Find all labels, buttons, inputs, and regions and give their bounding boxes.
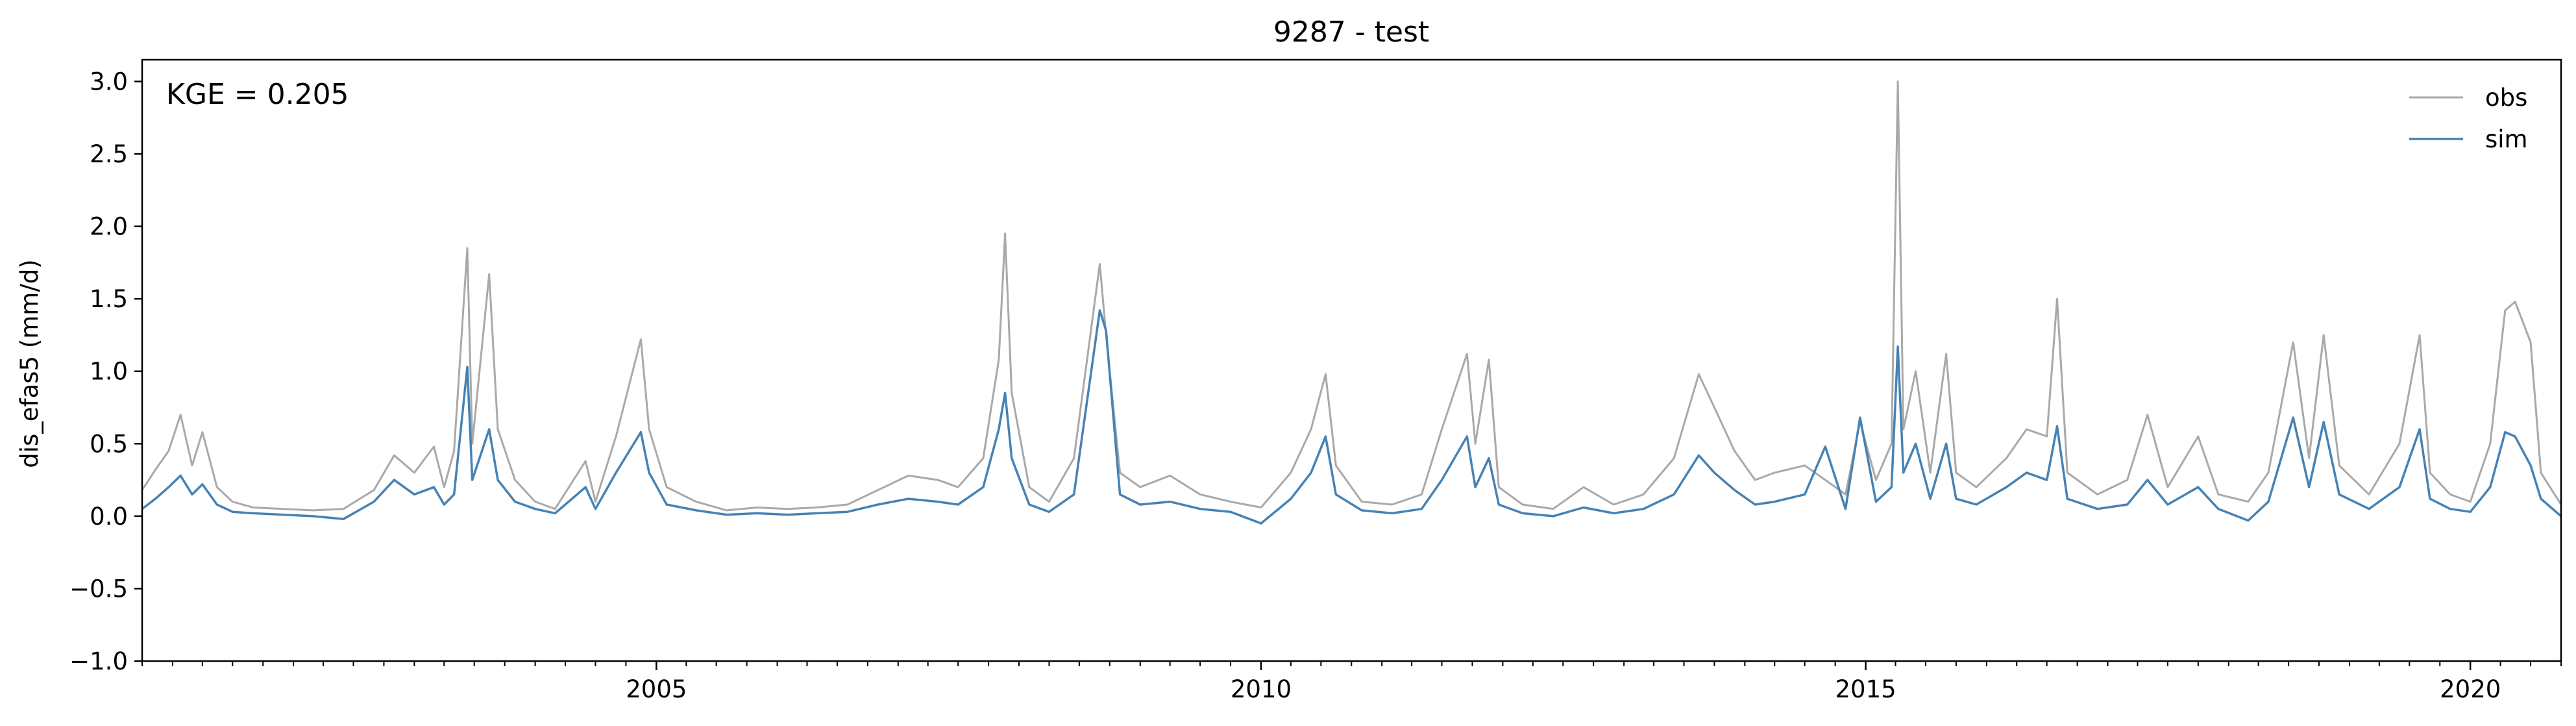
y-tick-label: −1.0 [69,647,128,675]
y-tick-label: 1.0 [90,358,128,386]
y-tick-label: 2.0 [90,213,128,241]
y-tick-label: 3.0 [90,68,128,95]
chart-title: 9287 - test [1273,16,1429,49]
series-line-sim [142,309,2561,525]
legend-label-sim: sim [2485,125,2528,153]
series-line-obs [142,81,2561,512]
x-tick-label: 2010 [1231,675,1292,703]
y-axis: 3.0 2.5 2.0 1.5 1.0 0.5 0.0 −0.5 −1.0 [69,68,142,675]
kge-annotation: KGE = 0.205 [166,78,349,111]
y-axis-title: dis_efas5 (mm/d) [16,259,43,468]
legend-label-obs: obs [2485,84,2527,112]
x-tick-label: 2005 [626,675,687,703]
y-tick-label: 0.0 [90,503,128,531]
x-tick-label: 2015 [1835,675,1896,703]
y-tick-label: 2.5 [90,140,128,168]
x-tick-label: 2020 [2440,675,2501,703]
x-axis: 2005 2010 2015 2020 [141,661,2562,703]
y-tick-label: 0.5 [90,430,128,458]
legend: obs sim [2409,84,2528,153]
y-tick-label: 1.5 [90,285,128,313]
series-layer [142,81,2561,525]
plot-area [142,81,2561,525]
y-tick-label: −0.5 [69,575,128,603]
